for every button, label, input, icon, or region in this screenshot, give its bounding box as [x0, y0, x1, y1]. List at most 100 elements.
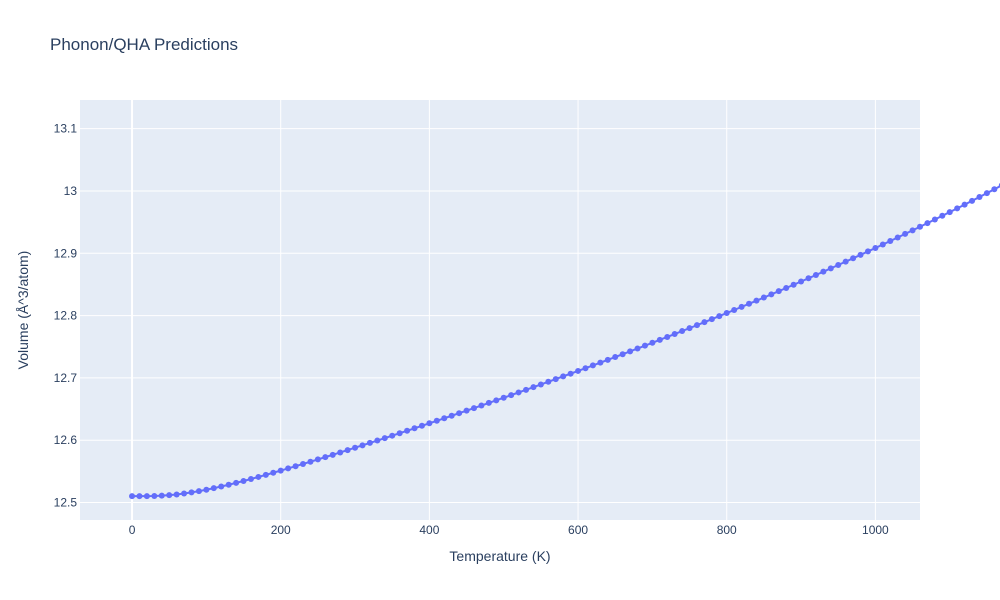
data-point[interactable] — [500, 394, 507, 401]
data-point[interactable] — [129, 493, 136, 500]
data-point[interactable] — [181, 490, 188, 497]
data-point[interactable] — [136, 493, 143, 500]
data-point[interactable] — [939, 212, 946, 219]
data-point[interactable] — [842, 258, 849, 265]
data-point[interactable] — [582, 365, 589, 372]
data-point[interactable] — [641, 342, 648, 349]
data-point[interactable] — [381, 435, 388, 442]
data-point[interactable] — [671, 331, 678, 338]
data-point[interactable] — [329, 451, 336, 458]
data-point[interactable] — [337, 449, 344, 456]
data-point[interactable] — [917, 223, 923, 230]
data-point[interactable] — [545, 378, 552, 385]
data-point[interactable] — [976, 194, 983, 201]
data-point[interactable] — [649, 339, 656, 346]
data-point[interactable] — [158, 492, 165, 499]
data-point[interactable] — [664, 333, 671, 340]
data-point[interactable] — [143, 493, 150, 500]
data-point[interactable] — [850, 255, 857, 262]
data-point[interactable] — [946, 209, 953, 216]
data-point[interactable] — [433, 417, 440, 424]
data-point[interactable] — [210, 485, 217, 492]
data-point[interactable] — [961, 201, 968, 208]
data-point[interactable] — [166, 492, 173, 499]
data-point[interactable] — [485, 399, 492, 406]
data-point[interactable] — [567, 370, 574, 377]
data-point[interactable] — [374, 437, 381, 444]
data-point[interactable] — [322, 454, 329, 461]
data-point[interactable] — [612, 354, 619, 361]
data-point[interactable] — [723, 310, 730, 317]
data-point[interactable] — [270, 469, 277, 476]
data-point[interactable] — [307, 458, 314, 465]
data-point[interactable] — [225, 481, 232, 488]
data-point[interactable] — [151, 492, 158, 499]
data-point[interactable] — [746, 300, 753, 307]
data-point[interactable] — [812, 271, 819, 278]
data-point[interactable] — [344, 447, 351, 454]
data-point[interactable] — [753, 297, 760, 304]
data-point[interactable] — [827, 265, 834, 272]
data-point[interactable] — [493, 397, 500, 404]
data-point[interactable] — [448, 412, 455, 419]
data-point[interactable] — [203, 486, 210, 493]
data-point[interactable] — [894, 234, 901, 241]
data-point[interactable] — [783, 285, 790, 291]
data-point[interactable] — [195, 488, 202, 495]
data-point[interactable] — [686, 325, 693, 332]
data-point[interactable] — [864, 248, 871, 255]
data-point[interactable] — [240, 477, 247, 484]
data-point[interactable] — [619, 351, 626, 358]
data-point[interactable] — [314, 456, 321, 463]
data-point[interactable] — [404, 427, 411, 434]
data-point[interactable] — [188, 489, 195, 496]
data-point[interactable] — [418, 422, 425, 429]
data-point[interactable] — [396, 430, 403, 437]
plot-area[interactable] — [80, 100, 920, 520]
data-point[interactable] — [537, 381, 544, 388]
data-point[interactable] — [352, 444, 359, 451]
data-point[interactable] — [983, 190, 990, 197]
data-point[interactable] — [247, 476, 254, 482]
data-point[interactable] — [775, 288, 782, 295]
data-point[interactable] — [991, 186, 998, 193]
data-point[interactable] — [701, 319, 708, 326]
data-point[interactable] — [515, 389, 522, 396]
data-point[interactable] — [552, 376, 559, 383]
data-point[interactable] — [560, 373, 567, 380]
data-point[interactable] — [463, 407, 470, 414]
data-point[interactable] — [738, 303, 745, 310]
data-point[interactable] — [931, 216, 938, 223]
data-point[interactable] — [277, 467, 284, 474]
data-point[interactable] — [575, 367, 582, 374]
data-point[interactable] — [262, 471, 269, 478]
data-point[interactable] — [798, 278, 805, 285]
data-point[interactable] — [656, 336, 663, 343]
data-point[interactable] — [634, 345, 641, 352]
data-point[interactable] — [523, 386, 530, 393]
data-point[interactable] — [835, 262, 842, 269]
data-point[interactable] — [872, 245, 879, 251]
data-point[interactable] — [760, 294, 767, 301]
data-point[interactable] — [716, 313, 723, 320]
data-point[interactable] — [708, 316, 715, 323]
data-point[interactable] — [604, 356, 611, 363]
data-point[interactable] — [731, 307, 738, 313]
data-point[interactable] — [969, 197, 976, 204]
data-point[interactable] — [441, 415, 448, 422]
data-point[interactable] — [924, 220, 931, 227]
data-point[interactable] — [478, 402, 485, 409]
data-point[interactable] — [902, 230, 909, 237]
data-point[interactable] — [292, 463, 299, 470]
data-point[interactable] — [790, 281, 797, 288]
data-point[interactable] — [173, 491, 180, 498]
data-point[interactable] — [627, 348, 634, 355]
data-point[interactable] — [508, 392, 515, 399]
data-point[interactable] — [233, 479, 240, 486]
data-point[interactable] — [589, 362, 596, 369]
data-point[interactable] — [530, 384, 537, 391]
data-point[interactable] — [768, 291, 775, 298]
data-point[interactable] — [679, 328, 686, 335]
data-point[interactable] — [820, 268, 827, 275]
data-point[interactable] — [879, 241, 886, 248]
